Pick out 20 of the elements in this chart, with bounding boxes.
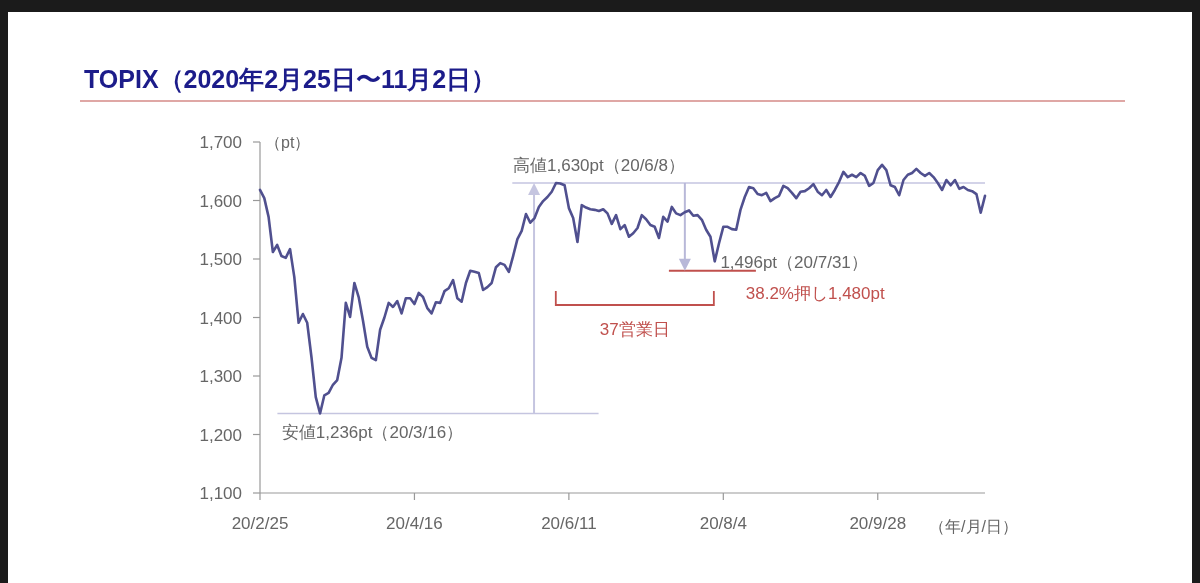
- ref-line-label: 38.2%押し1,480pt: [745, 283, 885, 303]
- title: TOPIX（2020年2月25日〜11月2日）: [84, 65, 497, 93]
- y-tick-label: 1,100: [199, 484, 242, 503]
- annotation: 1,496pt（20/7/31）: [720, 253, 868, 272]
- y-tick-label: 1,500: [199, 250, 242, 269]
- y-tick-label: 1,600: [199, 191, 242, 211]
- ref-line-label: 安値1,236pt（20/3/16）: [281, 423, 464, 443]
- y-tick-label: 1,700: [199, 133, 242, 152]
- x-axis-title: （年/月/日）: [929, 518, 1018, 535]
- y-tick-label: 1,200: [199, 425, 242, 445]
- y-axis-title: （pt）: [265, 134, 311, 151]
- annotation: 37営業日: [599, 320, 670, 339]
- x-tick-label: 20/8/4: [699, 514, 747, 533]
- x-tick-label: 20/2/25: [231, 514, 289, 533]
- y-tick-label: 1,300: [199, 367, 242, 386]
- y-tick-label: 1,400: [199, 308, 242, 328]
- x-tick-label: 20/4/16: [386, 514, 443, 533]
- ref-line-label: 高値1,630pt（20/6/8）: [513, 155, 686, 175]
- x-tick-label: 20/6/11: [541, 514, 597, 533]
- x-tick-label: 20/9/28: [849, 514, 907, 533]
